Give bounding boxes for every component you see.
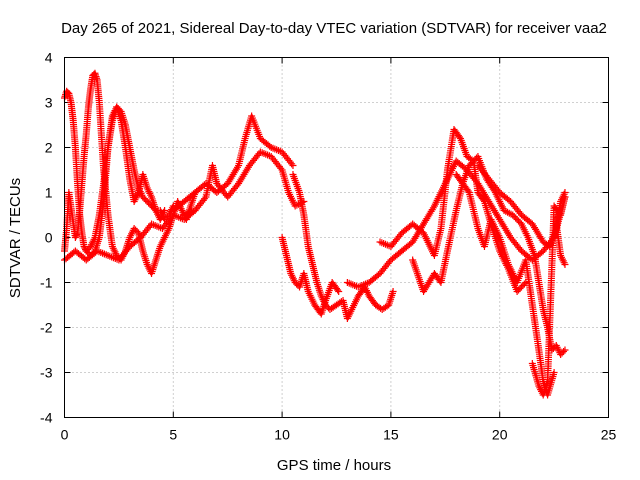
x-tick-label: 5 [169,427,177,443]
series-track-h [278,234,343,318]
data-point [289,162,297,169]
series-track-e [169,112,297,214]
series-track-g [289,171,397,322]
y-axis-label: SDTVAR / TECUs [7,178,24,298]
series-track-k [409,180,558,399]
x-tick-label: 10 [274,427,290,443]
series-track-c [82,103,169,255]
y-tick-label: 0 [45,230,53,246]
series-track-j [376,126,530,295]
data-point [561,346,569,354]
x-tick-label: 20 [492,427,508,443]
data-point [161,207,169,214]
x-axis-label: GPS time / hours [277,457,391,474]
data-point [201,195,209,203]
y-tick-label: 1 [45,185,53,201]
y-tick-label: -2 [40,320,53,336]
chart-title: Day 265 of 2021, Sidereal Day-to-day VTE… [61,20,607,37]
data-point [560,348,568,355]
y-tick-label: -4 [40,410,53,426]
data-point [288,160,296,168]
data-point [71,234,79,241]
grid-lines [64,57,609,418]
y-tick-label: -1 [40,275,53,291]
data-point [464,187,472,195]
data-points [61,69,569,399]
plot-frame [64,57,609,418]
series-track-o [552,220,569,268]
data-point [80,243,88,250]
y-tick-label: 2 [45,140,53,156]
data-point [72,232,80,240]
data-point [561,193,569,201]
data-point [479,196,487,204]
data-point [550,369,558,376]
series-track-n [528,193,569,399]
data-point [561,261,569,268]
y-tick-label: 4 [45,50,53,66]
data-point [335,288,343,295]
x-tick-label: 0 [61,427,69,443]
data-point [277,164,285,172]
x-tick-label: 25 [601,427,617,443]
y-tick-label: 3 [45,95,53,111]
data-point [334,286,342,294]
x-tick-label: 15 [383,427,399,443]
series-track-d [61,207,199,264]
y-tick-label: -3 [40,365,53,381]
data-point [389,288,397,295]
series-track-f [180,148,308,219]
